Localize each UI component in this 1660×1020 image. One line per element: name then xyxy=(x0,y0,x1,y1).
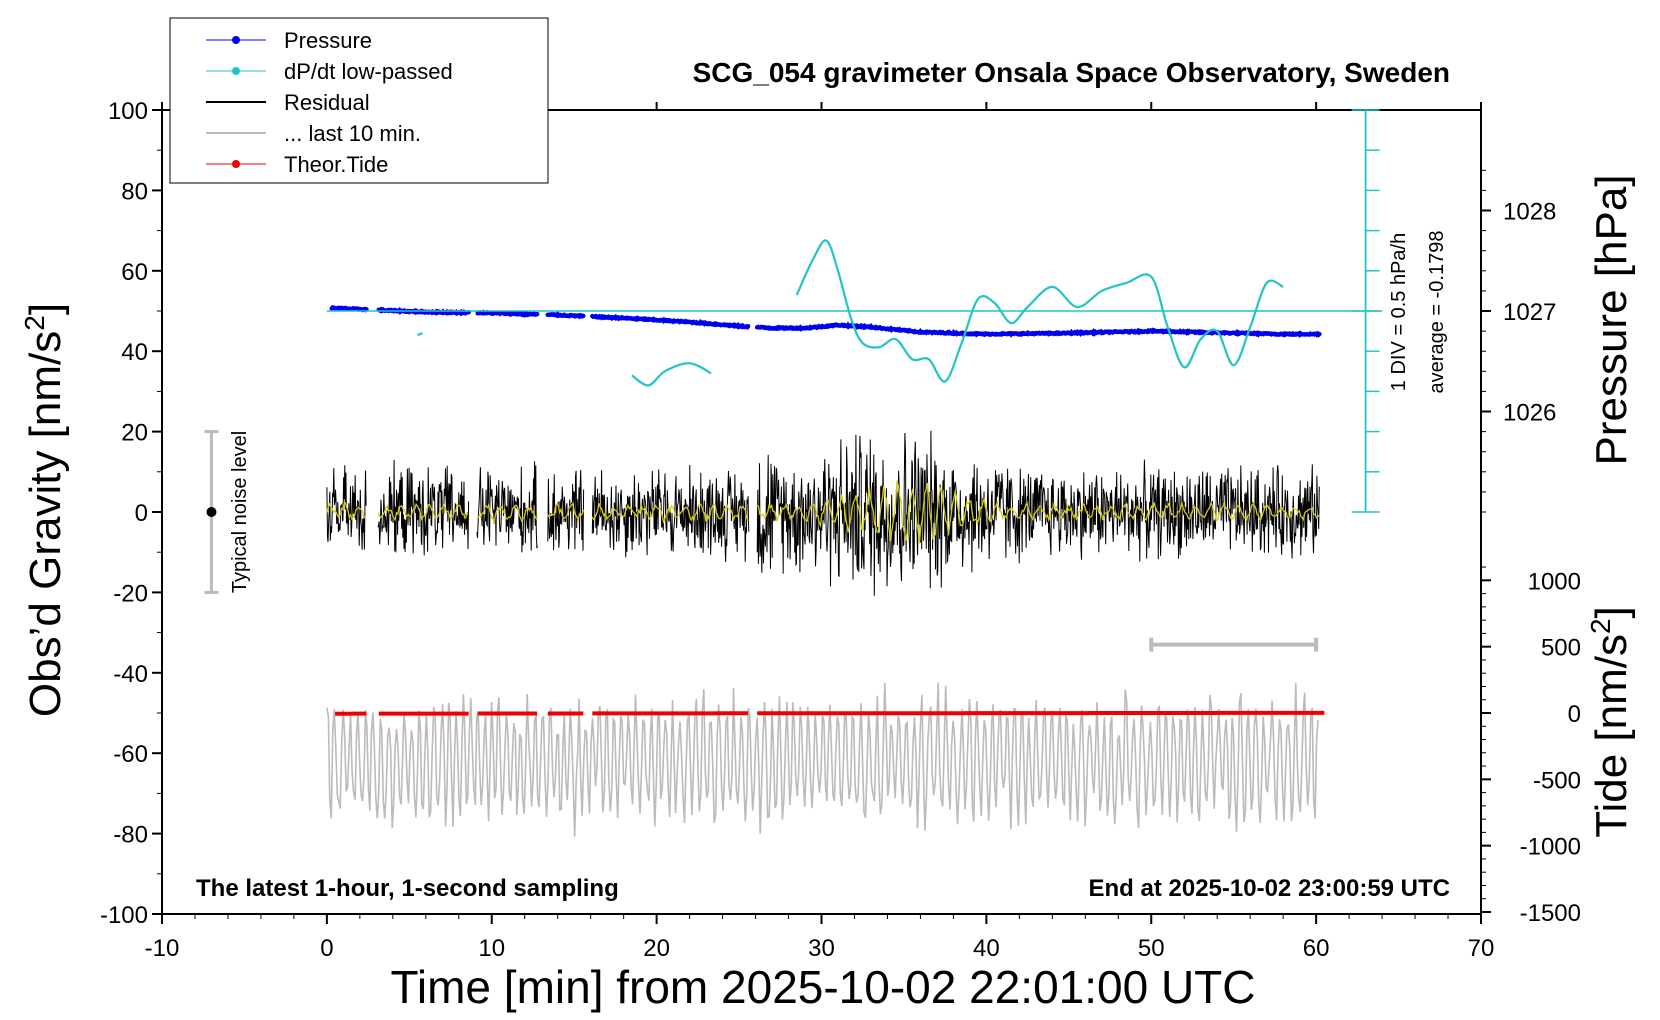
y-tick-label: 40 xyxy=(121,339,148,366)
legend-item-pressure: Pressure xyxy=(206,28,372,53)
y-axis-label-close: ] xyxy=(21,303,70,315)
y-tick-label: 100 xyxy=(108,98,148,125)
residual-series-line xyxy=(591,464,750,563)
y-tick-label: -40 xyxy=(113,661,148,688)
y-axis-label-main: Obs’d Gravity [nm/s xyxy=(21,331,70,717)
dpdt-series-line xyxy=(631,362,712,387)
dpdt-scale-label: 1 DIV = 0.5 hPa/h xyxy=(1388,233,1410,391)
y-tick-label: -80 xyxy=(113,822,148,849)
tide-tick-label: -500 xyxy=(1533,767,1581,794)
x-tick-label: 30 xyxy=(808,935,835,962)
x-tick-label: 10 xyxy=(478,935,505,962)
y-axis-label-sup: 2 xyxy=(19,315,50,331)
y-axis-label: Obs’d Gravity [nm/s2] xyxy=(19,303,70,717)
legend-label-dpdt: dP/dt low-passed xyxy=(284,59,453,84)
x-tick-label: 40 xyxy=(973,935,1000,962)
y-tick-label: -20 xyxy=(113,580,148,607)
legend-box xyxy=(169,17,549,184)
residual-series-line xyxy=(756,430,1320,596)
residual-series-line xyxy=(326,465,367,550)
residual-series-line xyxy=(547,469,585,551)
tide-axis-label-main: Tide [nm/s xyxy=(1587,634,1636,838)
residual-lowpass-line xyxy=(476,502,539,525)
tide-series-line xyxy=(335,710,1325,716)
pressure-tick-label: 1028 xyxy=(1503,199,1556,226)
series-layer xyxy=(204,109,1383,837)
legend: Pressure dP/dt low-passed Residual ... l… xyxy=(169,17,549,184)
x-tick-label: -10 xyxy=(145,935,180,962)
x-axis-label: Time [min] from 2025-10-02 22:01:00 UTC xyxy=(391,961,1256,1013)
legend-item-last10: ... last 10 min. xyxy=(206,121,421,146)
sampling-note: The latest 1-hour, 1-second sampling xyxy=(196,875,619,902)
residual-series-line xyxy=(476,461,538,553)
legend-dot-tide xyxy=(232,160,240,168)
x-tick-label: 50 xyxy=(1138,935,1165,962)
residual-lowpass-line xyxy=(377,502,469,522)
dpdt-average-label: average = -0.1798 xyxy=(1426,231,1448,394)
y-tick-label: 20 xyxy=(121,420,148,447)
y-tick-label: 60 xyxy=(121,259,148,286)
residual-lowpass-line xyxy=(326,501,366,521)
legend-item-dpdt: dP/dt low-passed xyxy=(206,59,453,84)
tide-tick-label: -1500 xyxy=(1520,900,1581,927)
x-tick-label: 70 xyxy=(1468,935,1495,962)
tide-tick-label: -1000 xyxy=(1520,834,1581,861)
residual-lowpass-line xyxy=(547,502,585,522)
pressure-axis-label: Pressure [hPa] xyxy=(1587,174,1636,465)
dpdt-series-line xyxy=(795,239,1284,383)
tide-tick-label: 1000 xyxy=(1528,568,1581,595)
legend-dot-dpdt xyxy=(232,67,240,75)
x-tick-label: 0 xyxy=(320,935,333,962)
y-tick-label: -60 xyxy=(113,741,148,768)
x-tick-label: 60 xyxy=(1303,935,1330,962)
tide-tick-label: 500 xyxy=(1541,635,1581,662)
pressure-tick-label: 1027 xyxy=(1503,299,1556,326)
tide-axis-label: Tide [nm/s2] xyxy=(1585,606,1636,838)
legend-label-pressure: Pressure xyxy=(284,28,372,53)
residual-lowpass-line xyxy=(756,480,1320,544)
pressure-series-line xyxy=(329,305,1322,339)
end-time-note: End at 2025-10-02 23:00:59 UTC xyxy=(1089,875,1451,902)
tide-axis-label-close: ] xyxy=(1587,606,1636,618)
tide-tick-label: 0 xyxy=(1568,701,1581,728)
legend-label-last10: ... last 10 min. xyxy=(284,121,421,146)
dpdt-series-line xyxy=(417,332,423,337)
residual-series-line xyxy=(377,459,470,556)
axis-ticks: -10 0 10 20 30 40 50 60 70-100-80-60-40-20020406… xyxy=(100,98,1581,962)
y-tick-label: 0 xyxy=(135,500,148,527)
legend-item-residual: Residual xyxy=(206,90,370,115)
residual-lowpass-line xyxy=(591,502,749,524)
last10-series-line xyxy=(326,682,1319,837)
y-tick-label: -100 xyxy=(100,902,148,929)
tide-axis-label-sup: 2 xyxy=(1585,618,1616,634)
x-tick-label: 20 xyxy=(643,935,670,962)
legend-item-tide: Theor.Tide xyxy=(206,152,388,177)
legend-label-residual: Residual xyxy=(284,90,370,115)
legend-label-tide: Theor.Tide xyxy=(284,152,388,177)
pressure-tick-label: 1026 xyxy=(1503,400,1556,427)
legend-dot-pressure xyxy=(232,36,240,44)
chart-title: SCG_054 gravimeter Onsala Space Observat… xyxy=(693,57,1450,88)
noise-bar-center-dot xyxy=(206,507,217,517)
y-tick-label: 80 xyxy=(121,178,148,205)
noise-level-label: Typical noise level xyxy=(229,431,251,593)
